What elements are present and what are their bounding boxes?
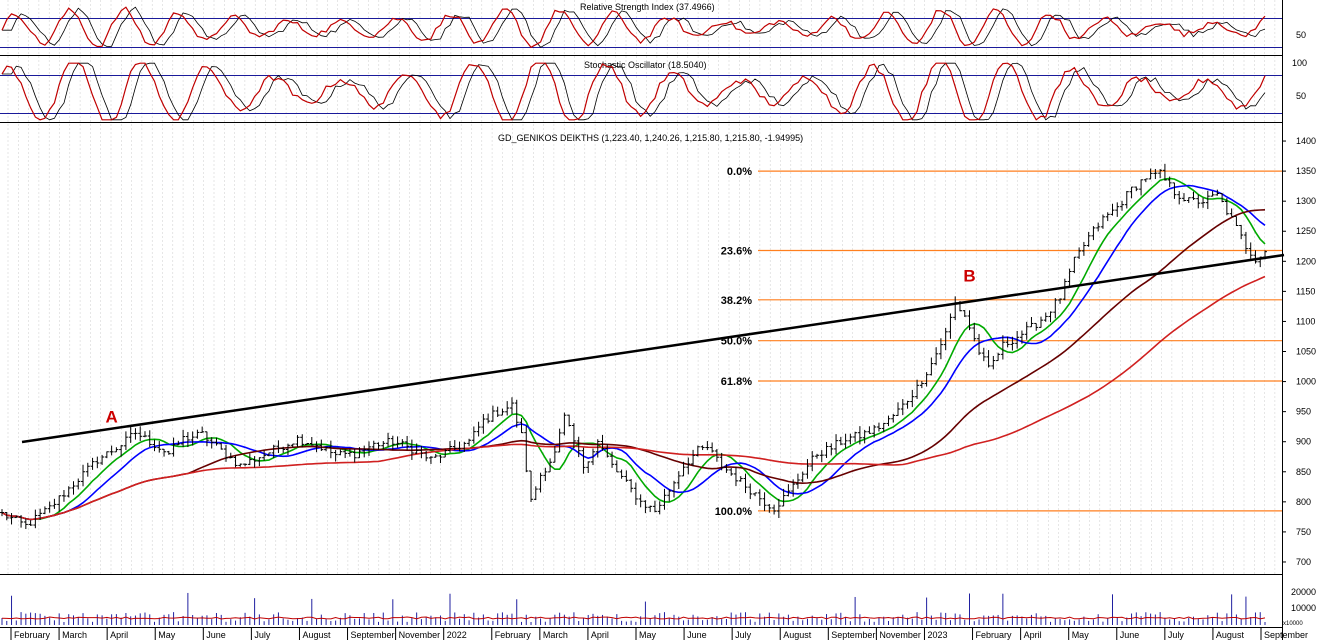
fib-label: 50.0%	[721, 336, 752, 348]
time-label: April	[591, 630, 609, 640]
annotation-label: A	[105, 408, 117, 427]
fib-label: 100.0%	[715, 506, 753, 518]
volume-axis-label-10000: 10000	[1291, 603, 1316, 613]
volume-average-line	[1, 616, 1266, 620]
stochastic-axis-label-50: 50	[1296, 91, 1306, 101]
moving-average-line	[1, 275, 1266, 521]
time-label: July	[1168, 630, 1185, 640]
rsi-line	[1, 6, 1266, 49]
price-tick-label: 1000	[1296, 377, 1316, 387]
moving-average-line	[1, 177, 1266, 521]
time-label: May	[639, 630, 657, 640]
panel-frames	[0, 0, 1283, 640]
price-tick-label: 1300	[1296, 196, 1316, 206]
fib-label: 61.8%	[721, 376, 752, 388]
annotation-label: B	[963, 266, 975, 285]
trendline	[21, 253, 1285, 444]
rsi-axis-label-50: 50	[1296, 30, 1306, 40]
price-axis: 700 750 800 850 900 950 1000 1050 1100 1150 1200 12…	[1282, 136, 1316, 567]
time-label: April	[110, 630, 128, 640]
price-tick-label: 950	[1296, 407, 1311, 417]
price-tick-label: 1100	[1296, 316, 1315, 326]
time-label: May	[158, 630, 176, 640]
fib-label: 0.0%	[727, 166, 752, 178]
volume-unit-label: x10000	[1283, 621, 1303, 627]
price-title: GD_GENIKOS DEIKTHS (1,223.40, 1,240.26, …	[498, 133, 803, 143]
time-label: September	[831, 630, 875, 640]
price-tick-label: 750	[1296, 527, 1311, 537]
volume-axis-label-20000: 20000	[1291, 587, 1316, 597]
rsi-panel: Relative Strength Index (37.4966) 50	[0, 2, 1306, 49]
time-label: July	[254, 630, 271, 640]
price-tick-label: 1250	[1296, 226, 1316, 236]
price-bars	[0, 163, 1267, 530]
price-tick-label: 700	[1296, 557, 1311, 567]
rsi-signal-line	[2, 6, 1266, 48]
time-label: August	[302, 630, 331, 640]
time-label: March	[543, 630, 568, 640]
time-label: 2022	[447, 630, 467, 640]
price-panel: GD_GENIKOS DEIKTHS (1,223.40, 1,240.26, …	[0, 133, 1316, 567]
price-tick-label: 850	[1296, 467, 1311, 477]
stochastic-signal-line	[2, 62, 1266, 121]
price-tick-label: 1050	[1296, 347, 1316, 357]
fib-label: 23.6%	[721, 245, 752, 257]
price-tick-label: 1400	[1296, 136, 1316, 146]
time-label: 2023	[927, 630, 947, 640]
time-label: February	[14, 630, 51, 640]
time-label: March	[62, 630, 87, 640]
moving-average-line	[1, 209, 1266, 521]
time-label: September	[1264, 630, 1308, 640]
time-label: November	[399, 630, 441, 640]
fib-label: 38.2%	[721, 295, 752, 307]
price-tick-label: 800	[1296, 497, 1311, 507]
volume-panel: 20000 10000 x10000	[1, 587, 1316, 627]
stochastic-axis-label-100: 100	[1292, 58, 1307, 68]
time-label: July	[735, 630, 752, 640]
stochastic-title: Stochastic Oscillator (18.5040)	[584, 60, 707, 70]
time-label: August	[1216, 630, 1245, 640]
time-label: May	[1072, 630, 1090, 640]
time-axis: February March April May June July August Septe…	[10, 628, 1308, 640]
time-label: June	[206, 630, 226, 640]
time-label: September	[351, 630, 395, 640]
rsi-title: Relative Strength Index (37.4966)	[580, 2, 715, 12]
time-label: August	[783, 630, 812, 640]
time-label: April	[1024, 630, 1042, 640]
stochastic-panel: Stochastic Oscillator (18.5040) 100 50	[0, 58, 1307, 121]
price-tick-label: 1200	[1296, 256, 1316, 266]
time-label: November	[879, 630, 921, 640]
time-label: February	[976, 630, 1013, 640]
time-label: June	[687, 630, 707, 640]
price-tick-label: 900	[1296, 437, 1311, 447]
time-label: June	[1120, 630, 1140, 640]
price-tick-label: 1350	[1296, 166, 1316, 176]
time-label: February	[495, 630, 532, 640]
price-tick-label: 1150	[1296, 286, 1315, 296]
stochastic-line	[1, 62, 1266, 121]
annotations: AB	[105, 266, 975, 426]
